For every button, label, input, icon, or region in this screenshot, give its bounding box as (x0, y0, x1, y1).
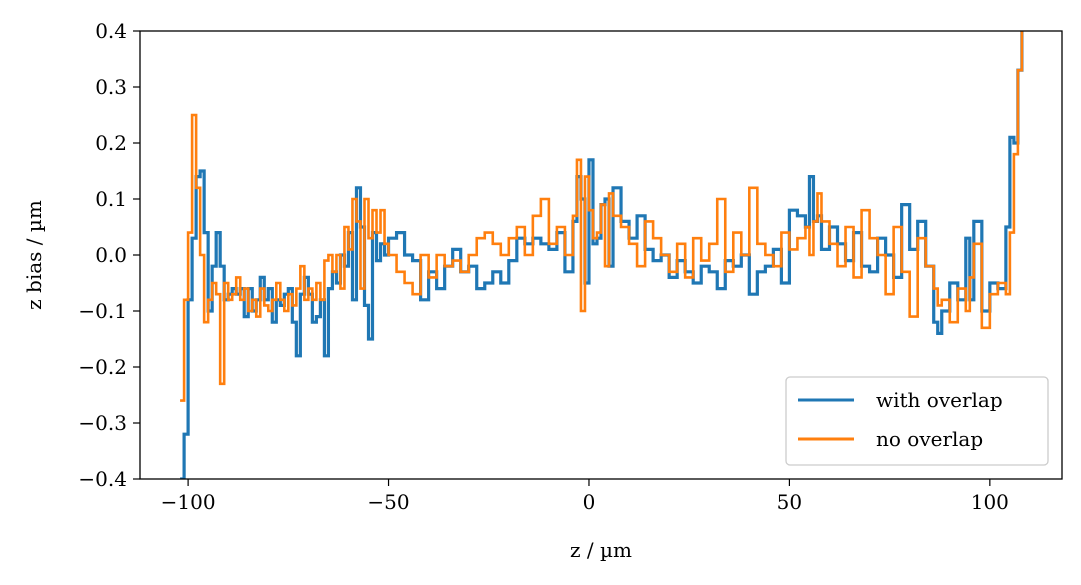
legend-label: no overlap (876, 427, 983, 451)
series-line-with-overlap (180, 31, 1024, 479)
y-tick-label: −0.4 (78, 467, 127, 491)
legend-label: with overlap (876, 388, 1003, 412)
x-tick-label: 50 (777, 490, 802, 514)
x-tick-label: 100 (971, 490, 1009, 514)
y-tick-label: −0.1 (78, 299, 127, 323)
x-tick-label: −50 (367, 490, 409, 514)
y-tick-label: 0.1 (95, 187, 127, 211)
x-axis-label: z / µm (570, 538, 632, 562)
y-tick-label: 0.2 (95, 131, 127, 155)
y-tick-label: 0.4 (95, 19, 127, 43)
x-axis: −100 −50 0 50 100 (161, 479, 1009, 514)
y-axis-label: z bias / µm (22, 200, 46, 310)
legend: with overlap no overlap (785, 376, 1049, 466)
y-tick-label: −0.2 (78, 355, 127, 379)
y-tick-label: 0.3 (95, 75, 127, 99)
series-layer (180, 31, 1024, 479)
series-line-no-overlap (180, 31, 1024, 402)
y-tick-label: −0.3 (78, 411, 127, 435)
x-tick-label: −100 (161, 490, 216, 514)
y-tick-label: 0.0 (95, 243, 127, 267)
x-tick-label: 0 (583, 490, 596, 514)
y-axis: −0.4 −0.3 −0.2 −0.1 0.0 0.1 0.2 0.3 0.4 (78, 19, 140, 491)
